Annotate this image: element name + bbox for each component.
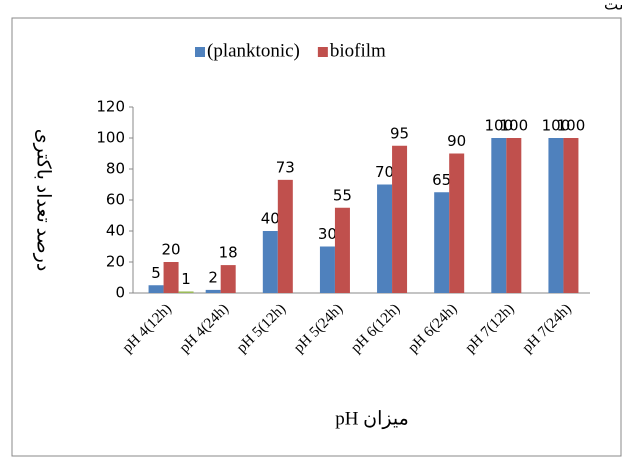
y-tick-label: 100 (96, 129, 125, 147)
bar (334, 207, 350, 293)
bar (563, 138, 579, 293)
bar (163, 262, 179, 293)
bar (548, 138, 564, 293)
bar (205, 289, 221, 293)
bar (262, 231, 278, 293)
value-label: 100 (542, 117, 571, 135)
bar (148, 285, 164, 293)
y-axis-label: درصد تعداد باکتری (33, 129, 54, 272)
y-tick-label: 0 (115, 284, 125, 302)
y-tick-label: 20 (106, 253, 125, 271)
bar (491, 138, 507, 293)
bar (392, 145, 408, 293)
value-label: 100 (484, 117, 513, 135)
value-label: 95 (390, 124, 409, 142)
value-label: 70 (375, 163, 394, 181)
legend-label: (planktonic) (207, 40, 300, 61)
bar (377, 184, 393, 293)
value-label: 100 (499, 117, 528, 135)
x-axis-label: میزان pH (335, 408, 409, 429)
bar (449, 153, 465, 293)
legend-label: biofilm (330, 40, 386, 61)
y-tick-label: 120 (96, 98, 125, 116)
legend-swatch (317, 47, 328, 57)
value-label: 5 (151, 264, 161, 282)
value-label: 18 (219, 244, 238, 262)
value-label: 73 (276, 158, 295, 176)
legend-swatch (195, 47, 205, 57)
value-label: 55 (333, 186, 352, 204)
y-tick-label: 60 (106, 191, 125, 209)
value-label: 2 (208, 268, 218, 286)
bar (319, 246, 335, 293)
value-label: 30 (318, 225, 337, 243)
y-tick-label: 80 (106, 160, 125, 178)
bar (277, 179, 293, 293)
value-label: 90 (447, 132, 466, 150)
value-label: 1 (181, 270, 191, 288)
value-label: 20 (162, 241, 181, 259)
fragment: ست. (604, 0, 622, 14)
bar (220, 265, 236, 293)
y-tick-label: 40 (106, 222, 125, 240)
value-label: 65 (432, 171, 451, 189)
value-label: 100 (557, 117, 586, 135)
chart-border (11, 17, 622, 457)
bar (178, 291, 194, 293)
bar (506, 138, 522, 293)
value-label: 40 (261, 210, 280, 228)
bar (434, 192, 450, 293)
